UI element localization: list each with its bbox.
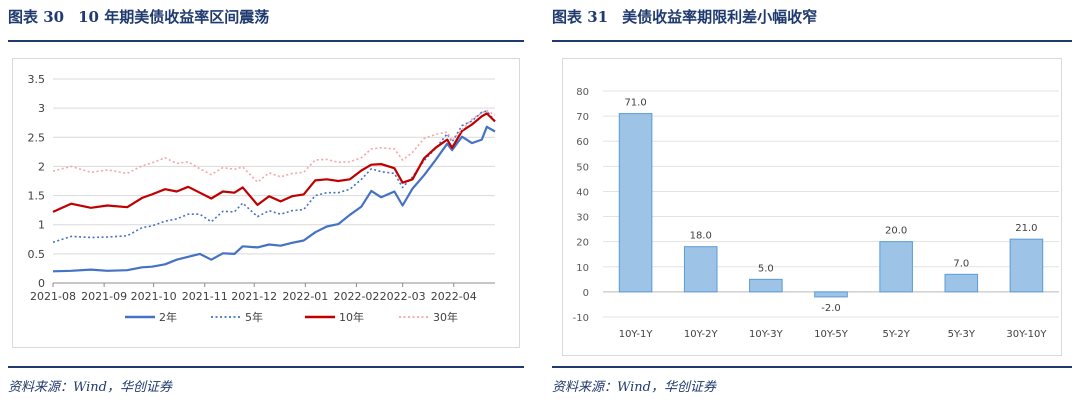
bar-10Y-2Y	[683, 246, 718, 293]
bar-chart: 80 70 60 50 40 30 20 10 0 -10 71.0 10Y-1Y 18.0 10Y-2Y…	[573, 87, 1059, 340]
data-label: 5.0	[758, 263, 774, 274]
right-figure-title-text: 美债收益率期限利差小幅收窄	[622, 8, 818, 26]
bar-10Y-3Y	[749, 278, 783, 293]
y-tick-label: 0.5	[28, 248, 46, 261]
right-figure-number: 图表 31	[552, 8, 609, 26]
category-label: 10Y-2Y	[684, 329, 719, 340]
y-tick-label: 70	[576, 112, 589, 123]
category-label: 10Y-5Y	[814, 329, 849, 340]
y-tick-label: 0	[583, 288, 589, 299]
left-source-rule	[8, 366, 524, 368]
category-label: 5Y-2Y	[882, 329, 910, 340]
right-figure-panel: 图表 31 美债收益率期限利差小幅收窄 80 70 60 50 40 30 20 10 0 -10 7…	[552, 0, 1072, 407]
data-label: 71.0	[624, 98, 646, 109]
category-label: 10Y-3Y	[749, 329, 784, 340]
data-label: 21.0	[1015, 223, 1037, 234]
series-line-2	[52, 110, 496, 243]
series-line-3	[52, 112, 496, 213]
x-tick-label: 2021-08	[30, 290, 76, 303]
bar-5Y-2Y	[879, 241, 913, 293]
y-tick-label: 40	[576, 187, 589, 198]
series-line-4	[52, 109, 496, 183]
line-chart: 0 0.5 1 1.5 2 2.5 3 3.5 2021-08 2021-09 2021-10 202…	[28, 73, 496, 324]
y-tick-label: 10	[576, 263, 589, 274]
bar-5Y-3Y	[944, 273, 979, 293]
y-tick-label: 1.5	[28, 190, 46, 203]
left-figure-title-text: 10 年期美债收益率区间震荡	[78, 8, 270, 26]
x-tick-label: 2022-02	[333, 290, 379, 303]
y-tick-label: 30	[576, 213, 589, 224]
right-source-note: 资料来源：Wind，华创证券	[552, 380, 716, 395]
x-tick-label: 2021-12	[231, 290, 277, 303]
series-line-1	[52, 125, 496, 273]
data-label: 7.0	[953, 258, 969, 269]
x-tick-label: 2021-11	[182, 290, 228, 303]
legend-label-2: 5年	[245, 310, 263, 324]
bar-10Y-5Y	[814, 291, 848, 298]
y-tick-label: 3.5	[28, 73, 46, 86]
data-label: 20.0	[885, 226, 907, 237]
left-figure-title: 图表 30 10 年期美债收益率区间震荡	[8, 6, 269, 27]
y-tick-label: 80	[576, 87, 589, 98]
category-label: 30Y-10Y	[1006, 329, 1047, 340]
left-source-note: 资料来源：Wind，华创证券	[8, 380, 172, 395]
line-chart-frame: 0 0.5 1 1.5 2 2.5 3 3.5 2021-08 2021-09 2021-10 202…	[12, 58, 520, 348]
y-tick-label: 2.5	[28, 131, 46, 144]
category-label: 5Y-3Y	[948, 329, 976, 340]
right-title-rule	[552, 40, 1072, 42]
data-label: -2.0	[821, 303, 841, 314]
y-tick-label: 3	[38, 102, 45, 115]
left-figure-panel: 图表 30 10 年期美债收益率区间震荡 0 0.5 1 1.5 2 2.5 3 3.5 2021…	[8, 0, 524, 407]
y-tick-label: 50	[576, 162, 589, 173]
left-figure-number: 图表 30	[8, 8, 65, 26]
y-tick-label: -10	[573, 313, 589, 324]
bar-10Y-1Y	[618, 113, 653, 293]
y-tick-label: 60	[576, 137, 589, 148]
data-label: 18.0	[690, 231, 712, 242]
x-tick-label: 2021-09	[81, 290, 127, 303]
legend-label-3: 10年	[339, 310, 364, 324]
legend-label-4: 30年	[433, 310, 458, 324]
bar-chart-frame: 80 70 60 50 40 30 20 10 0 -10 71.0 10Y-1Y 18.0 10Y-2Y…	[562, 58, 1062, 356]
right-figure-title: 图表 31 美债收益率期限利差小幅收窄	[552, 6, 817, 27]
left-title-rule	[8, 40, 524, 42]
y-tick-label: 20	[576, 238, 589, 249]
x-tick-label: 2022-03	[380, 290, 426, 303]
bar-30Y-10Y	[1009, 238, 1044, 293]
x-tick-label: 2022-04	[431, 290, 477, 303]
x-tick-label: 2022-01	[282, 290, 328, 303]
x-tick-label: 2021-10	[131, 290, 177, 303]
category-label: 10Y-1Y	[619, 329, 654, 340]
y-tick-label: 0	[38, 277, 45, 290]
right-source-rule	[552, 366, 1072, 368]
y-tick-label: 2	[38, 160, 45, 173]
legend-label-1: 2年	[159, 310, 177, 324]
y-tick-label: 1	[38, 219, 45, 232]
